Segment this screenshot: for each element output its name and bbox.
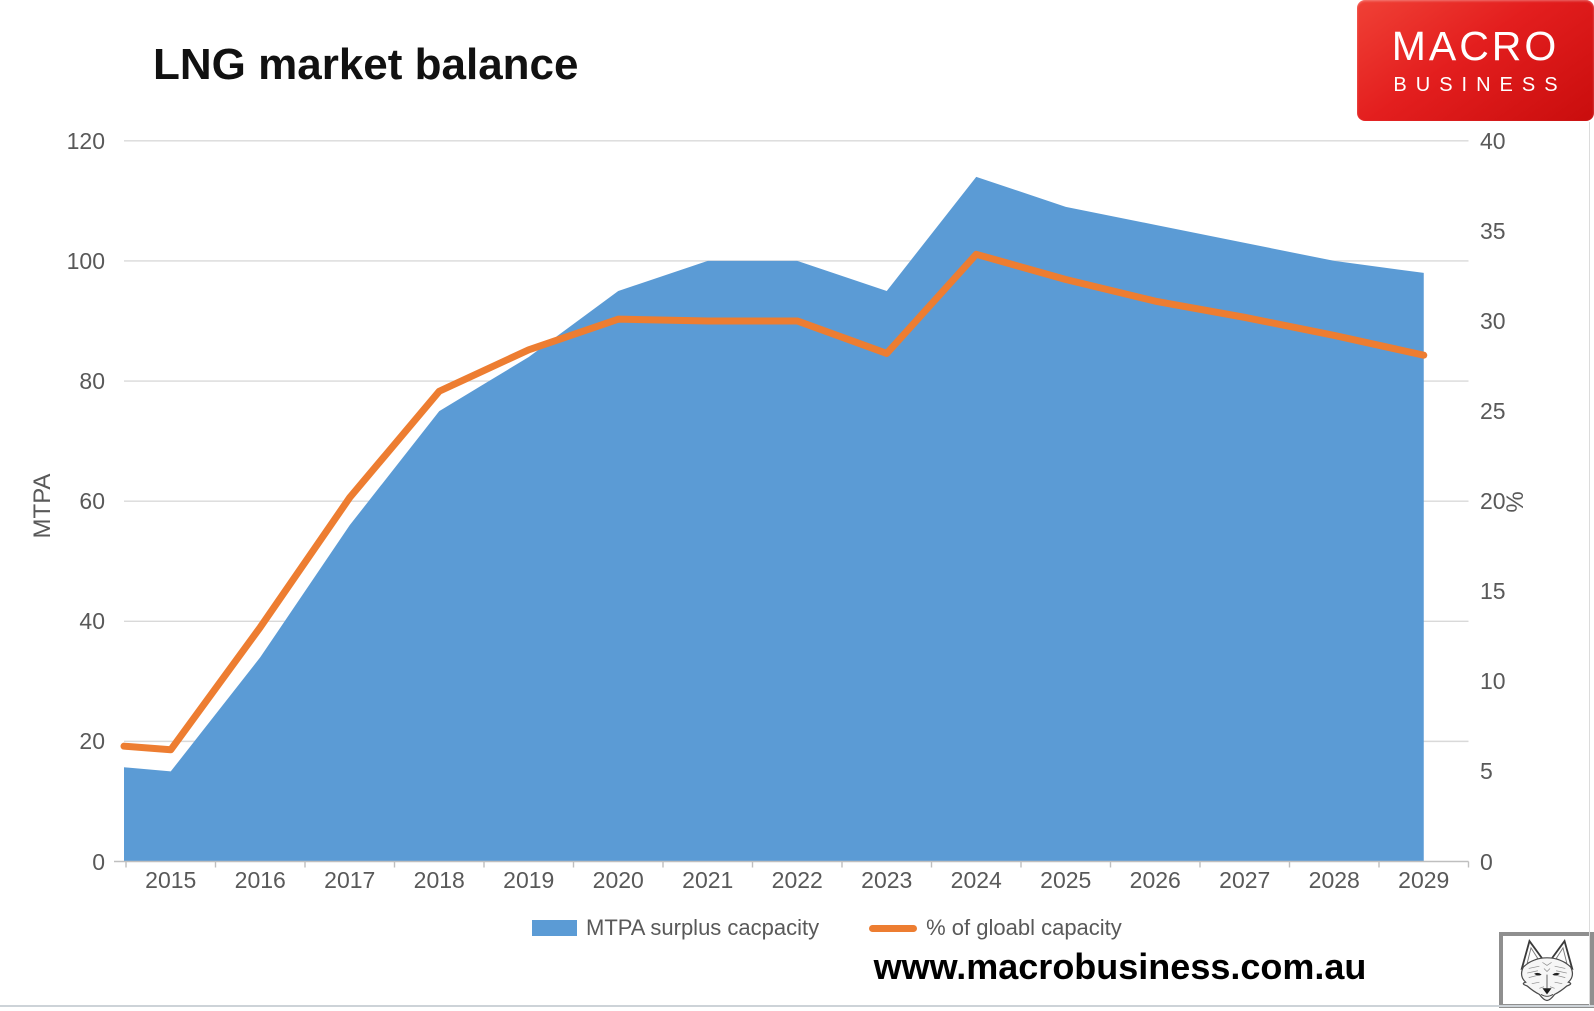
left-axis-tick-label-40: 40 [79, 608, 105, 635]
legend-label-area-series: MTPA surplus cacpacity [586, 915, 820, 940]
right-axis-tick-label-25: 25 [1480, 398, 1506, 425]
fox-logo-image [1499, 932, 1594, 1008]
chart-title: LNG market balance [153, 40, 579, 89]
x-axis-label-2015: 2015 [145, 867, 197, 893]
area-series-mtpa-surplus [124, 176, 1424, 862]
right-axis-title: % [1502, 491, 1529, 513]
legend-label-line-series: % of gloabl capacity [926, 915, 1122, 940]
x-axis-label-2024: 2024 [950, 867, 1002, 893]
page-bottom-divider [0, 1005, 1594, 1007]
left-axis-tick-label-80: 80 [79, 368, 105, 395]
legend-item-line-series: % of gloabl capacity [869, 915, 1122, 941]
logo-word-business: BUSINESS [1393, 74, 1567, 96]
line-series-pct-global [120, 250, 1428, 754]
right-axis-tick-label-15: 15 [1480, 578, 1506, 605]
left-axis-title: MTPA [29, 473, 56, 539]
left-axis-tick-label-100: 100 [66, 247, 105, 274]
line-series-swatch-icon [869, 924, 918, 932]
left-axis-tick-label-0: 0 [92, 848, 105, 875]
legend-item-area-series: MTPA surplus cacpacity [532, 915, 819, 941]
x-axis-label-2028: 2028 [1308, 867, 1360, 893]
macrobusiness-logo: MACRO BUSINESS [1357, 0, 1594, 121]
left-axis-tick-label-60: 60 [79, 488, 105, 515]
right-axis-tick-label-30: 30 [1480, 307, 1506, 334]
x-axis-label-2019: 2019 [503, 867, 555, 893]
right-axis-tick-label-5: 5 [1480, 758, 1493, 785]
x-axis-label-2023: 2023 [861, 867, 913, 893]
x-axis-label-2021: 2021 [682, 867, 734, 893]
x-axis-label-2020: 2020 [592, 867, 644, 893]
right-axis-tick-label-20: 20 [1480, 488, 1506, 515]
logo-word-macro: MACRO [1391, 23, 1560, 69]
x-axis-label-2017: 2017 [324, 867, 376, 893]
chart-legend: MTPA surplus cacpacity % of gloabl capac… [532, 915, 1122, 941]
right-axis-tick-label-40: 40 [1480, 127, 1506, 154]
x-axis-label-2027: 2027 [1219, 867, 1271, 893]
x-axis-label-2018: 2018 [413, 867, 465, 893]
area-series-swatch-icon [532, 920, 577, 936]
website-url: www.macrobusiness.com.au [873, 946, 1367, 987]
page-right-divider [1589, 122, 1590, 1006]
x-axis-label-2025: 2025 [1040, 867, 1092, 893]
x-axis-label-2029: 2029 [1398, 867, 1450, 893]
x-axis-label-2022: 2022 [771, 867, 823, 893]
right-axis-tick-label-10: 10 [1480, 668, 1506, 695]
right-axis-tick-label-0: 0 [1480, 848, 1493, 875]
x-axis-label-2026: 2026 [1129, 867, 1181, 893]
x-axis-label-2016: 2016 [234, 867, 286, 893]
left-axis-tick-label-120: 120 [66, 127, 105, 154]
left-axis-tick-label-20: 20 [79, 728, 105, 755]
right-axis-tick-label-35: 35 [1480, 217, 1506, 244]
fox-sketch-icon [1520, 938, 1573, 1002]
